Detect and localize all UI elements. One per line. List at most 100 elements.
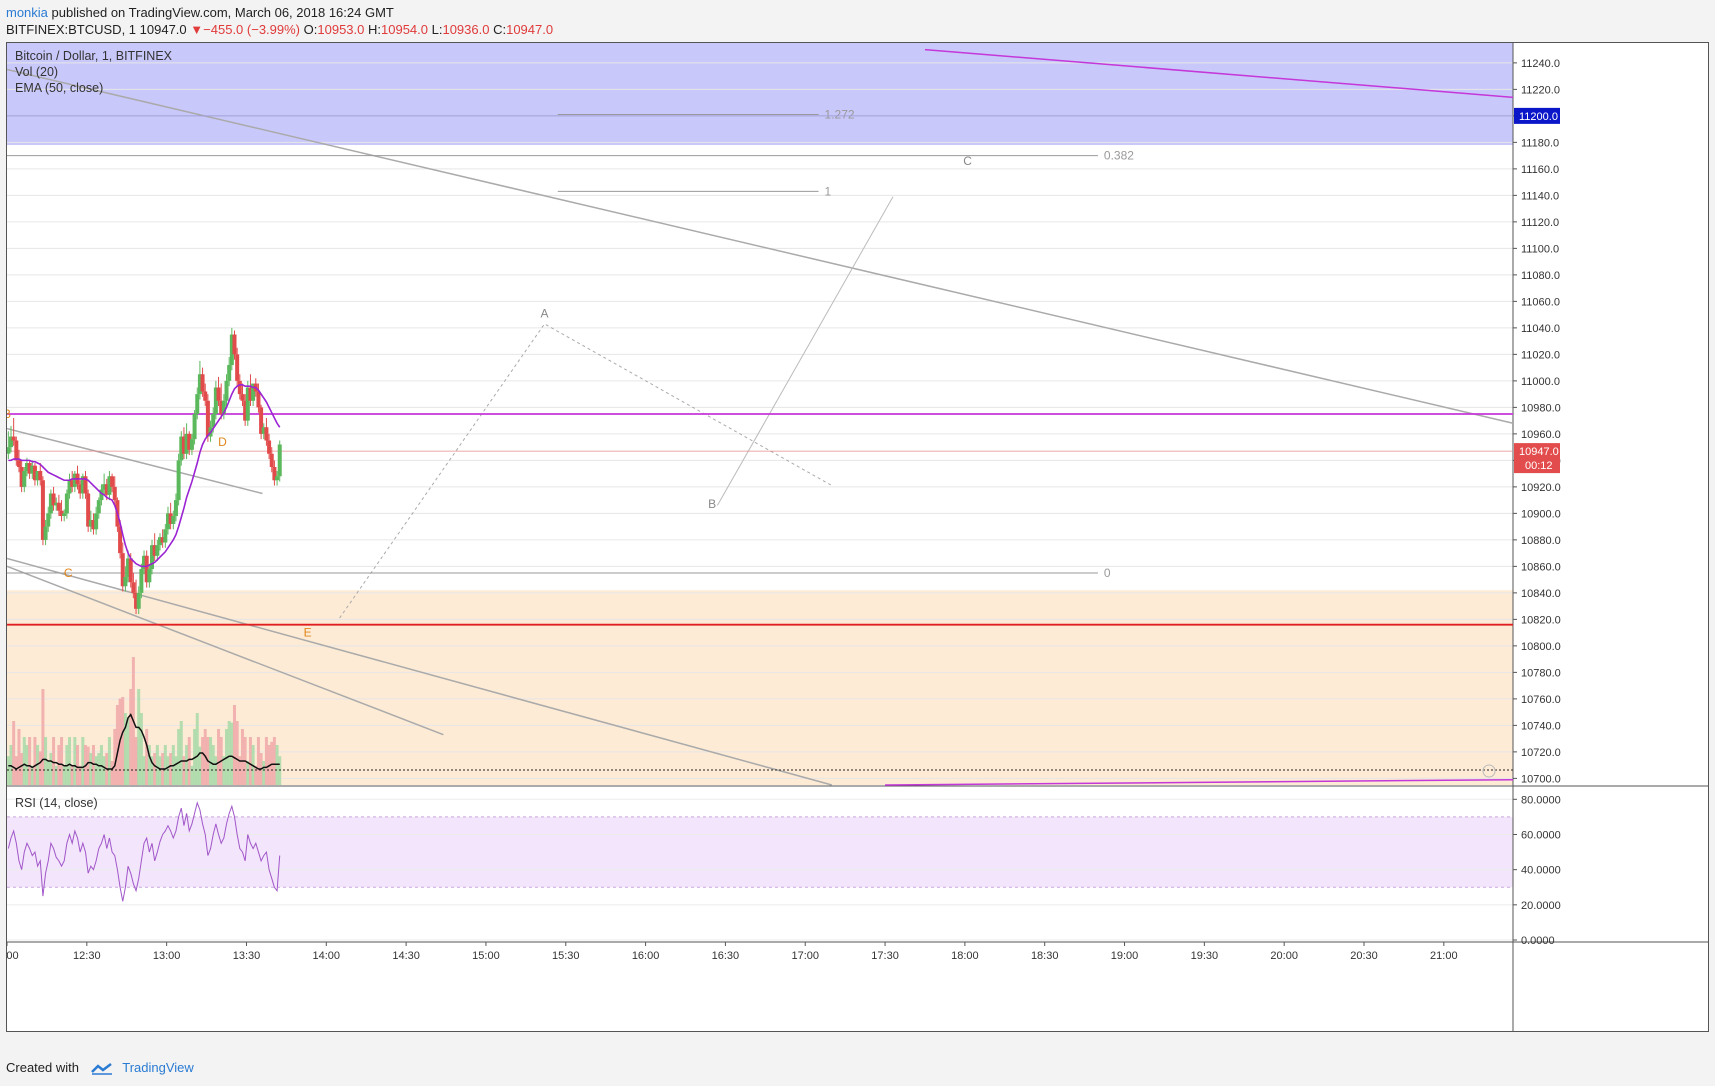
footer: Created with TradingView: [6, 1060, 194, 1075]
bullish-candle: [80, 476, 85, 494]
author-link[interactable]: monkia: [6, 5, 48, 20]
bearish-candle: [38, 470, 43, 481]
volume-bar: [62, 765, 66, 785]
price-tick-label: 11060.0: [1521, 296, 1560, 308]
bearish-candle: [131, 582, 136, 593]
volume-bar: [158, 756, 162, 785]
tradingview-logo-icon: [90, 1062, 112, 1075]
bearish-candle: [187, 433, 192, 450]
bullish-candle: [7, 447, 11, 454]
price-tag-label: 10947.0: [1519, 446, 1559, 458]
volume-bar: [246, 761, 250, 785]
wave-label: C: [963, 154, 972, 168]
time-tick-label: :00: [7, 950, 19, 962]
wedge-upper-trendline: [7, 427, 263, 495]
bullish-candle: [171, 516, 176, 524]
volume-bar: [137, 689, 141, 785]
wave-label: B: [708, 497, 716, 511]
volume-bar: [22, 737, 26, 785]
bearish-candle: [216, 387, 221, 401]
volume-bar: [270, 741, 274, 785]
bullish-candle: [64, 493, 69, 514]
bearish-candle: [203, 391, 208, 401]
volume-bar: [121, 697, 125, 785]
bullish-candle: [213, 387, 218, 414]
volume-bar: [38, 751, 42, 785]
bearish-candle: [128, 558, 133, 583]
wave-dotted-path: [339, 323, 833, 619]
volume-bar: [169, 753, 173, 785]
time-tick-label: 16:30: [712, 950, 740, 962]
volume-bar: [232, 705, 236, 785]
volume-bar: [91, 745, 95, 785]
tradingview-link[interactable]: TradingView: [122, 1060, 194, 1075]
volume-bar: [94, 756, 98, 785]
volume-bar: [73, 737, 77, 785]
volume-bar: [60, 737, 64, 785]
bearish-candle: [272, 467, 277, 481]
bearish-candle: [59, 510, 64, 517]
bullish-candle: [195, 394, 200, 414]
wave-label: C: [64, 566, 73, 580]
volume-bar: [240, 729, 244, 785]
volume-bar: [129, 689, 133, 785]
price-tick-label: 11100.0: [1521, 243, 1559, 255]
volume-bar: [147, 745, 151, 785]
volume-bar: [142, 756, 146, 785]
bullish-candle: [211, 414, 216, 428]
time-tick-label: 19:30: [1191, 950, 1219, 962]
last-price: 10947.0: [139, 22, 187, 37]
price-tick-label: 11160.0: [1521, 164, 1559, 176]
created-with: Created with: [6, 1060, 79, 1075]
volume-bar: [155, 745, 159, 785]
bullish-candle: [22, 470, 27, 487]
volume-bar: [214, 756, 218, 785]
wave-label: D: [218, 435, 227, 449]
bullish-candle: [192, 414, 197, 440]
bullish-candle: [251, 383, 256, 401]
bullish-candle: [136, 592, 141, 609]
price-tick-label: 10880.0: [1521, 535, 1561, 547]
bullish-candle: [261, 427, 266, 434]
volume-bar: [110, 761, 114, 785]
volume-bar: [190, 765, 194, 785]
time-tick-label: 14:00: [313, 950, 341, 962]
bearish-candle: [118, 526, 123, 554]
resistance-zone: [7, 43, 1513, 146]
volume-bar: [113, 729, 117, 785]
low-value: 10936.0: [442, 22, 490, 37]
price-tick-label: 10820.0: [1521, 614, 1561, 626]
price-tag-box: [1514, 443, 1560, 474]
bearish-candle: [267, 440, 272, 454]
level-tag-box: [1514, 107, 1560, 124]
rsi-legend: RSI (14, close): [15, 796, 98, 810]
symbol-label: BITFINEX:BTCUSD, 1: [6, 22, 137, 37]
time-tick-label: 13:00: [153, 950, 181, 962]
price-tick-label: 10760.0: [1521, 694, 1561, 706]
rsi-tick-label: 80.0000: [1521, 794, 1561, 806]
volume-bar: [248, 737, 252, 785]
volume-bar: [78, 765, 82, 785]
bearish-candle: [152, 545, 157, 556]
volume-bar: [126, 717, 130, 785]
low-label: L:: [431, 22, 443, 37]
bearish-candle: [104, 484, 109, 495]
volume-bar: [150, 756, 154, 785]
bullish-candle: [179, 436, 184, 461]
bearish-candle: [205, 400, 210, 437]
bearish-candle: [70, 480, 75, 487]
price-chart[interactable]: 1.272 1 0.382 0 A B C D C E B 11240.0 11220.0 11200.0…: [7, 43, 1709, 1032]
chart-frame[interactable]: 1.272 1 0.382 0 A B C D C E B 11240.0 11220.0 11200.0…: [6, 42, 1709, 1032]
volume-bar: [195, 713, 199, 785]
volume-bar: [28, 737, 32, 785]
time-tick-label: 13:30: [233, 950, 261, 962]
projection-line: [716, 196, 894, 506]
bearish-candle: [219, 400, 224, 414]
bullish-candle: [96, 500, 101, 514]
volume-bar: [272, 737, 276, 785]
rsi-tick-label: 0.0000: [1521, 935, 1555, 947]
price-tick-label: 11020.0: [1521, 349, 1560, 361]
bearish-candle: [144, 555, 149, 583]
bullish-candle: [8, 436, 13, 448]
volume-bar: [20, 753, 24, 785]
